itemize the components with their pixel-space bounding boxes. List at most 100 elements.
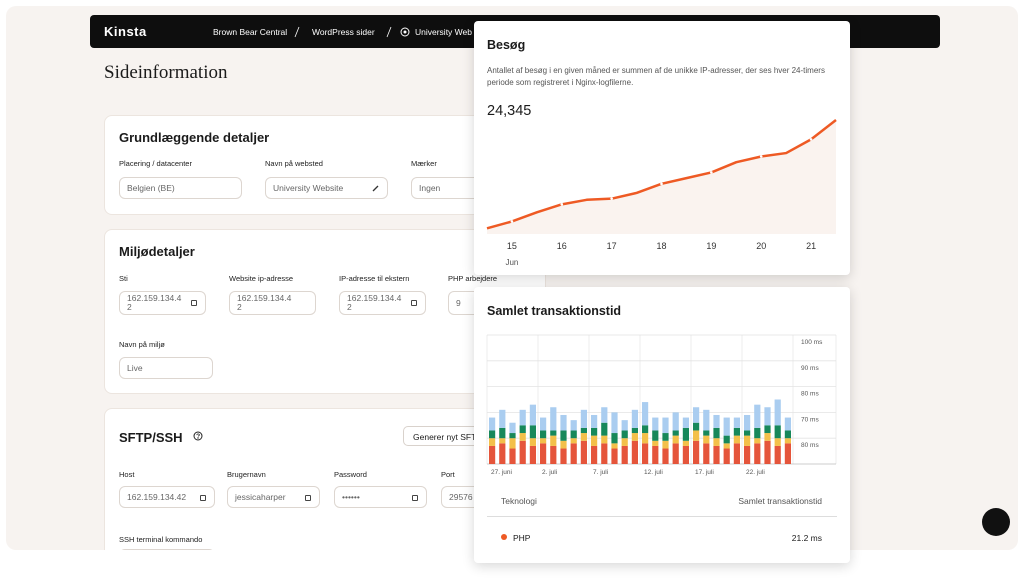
- bar-segment: [754, 438, 761, 444]
- bar-segment: [723, 448, 730, 464]
- input[interactable]: 162.159.134.42: [119, 486, 215, 508]
- x-tick-label: 21: [806, 241, 816, 251]
- input-value: 29576: [449, 492, 473, 502]
- copy-icon[interactable]: [191, 300, 197, 306]
- bar-segment: [631, 440, 638, 464]
- input[interactable]: 162.159.134.42: [339, 291, 426, 315]
- edit-icon[interactable]: [372, 185, 379, 192]
- help-icon[interactable]: [193, 431, 203, 441]
- input[interactable]: ••••••: [334, 486, 427, 508]
- input[interactable]: 162.159.134.42: [229, 291, 316, 315]
- bar-segment: [570, 443, 577, 464]
- bar-segment: [744, 430, 751, 436]
- input[interactable]: Belgien (BE): [119, 177, 242, 199]
- point-marker: [660, 182, 663, 186]
- bar-segment: [489, 445, 496, 464]
- x-tick-label: 2. juli: [542, 469, 557, 476]
- point-marker: [710, 171, 713, 174]
- input[interactable]: jessicaharper: [227, 486, 320, 508]
- table-header: Teknologi: [501, 496, 537, 506]
- input-value: 162.159.134.42: [127, 293, 182, 312]
- breadcrumb[interactable]: WordPress sider: [312, 27, 375, 37]
- input-value: 9: [456, 298, 461, 308]
- bar-segment: [764, 433, 771, 441]
- bar-segment: [529, 404, 536, 426]
- input[interactable]: University Website: [265, 177, 388, 199]
- logo[interactable]: Kinsta: [104, 24, 147, 39]
- bar-segment: [733, 427, 740, 436]
- copy-icon[interactable]: [411, 300, 417, 306]
- bar-segment: [631, 433, 638, 441]
- bar-segment: [744, 414, 751, 431]
- bar-segment: [662, 433, 669, 441]
- panel-title: Besøg: [487, 38, 526, 52]
- copy-icon[interactable]: [305, 495, 311, 501]
- input[interactable]: 162.159.134.42: [119, 291, 206, 315]
- x-tick-label: 20: [756, 241, 766, 251]
- field-label: Password: [334, 470, 367, 479]
- bar-segment: [713, 438, 720, 446]
- bar-segment: [652, 417, 659, 431]
- area: [487, 120, 836, 234]
- field-label: Navn på websted: [265, 159, 323, 168]
- bar-segment: [529, 438, 536, 446]
- x-tick-label: 17: [607, 241, 617, 251]
- field-label: Brugernavn: [227, 470, 266, 479]
- field-label: Placering / datacenter: [119, 159, 192, 168]
- field-label: Port: [441, 470, 455, 479]
- legend-dot: [501, 534, 507, 540]
- bar-segment: [611, 433, 618, 444]
- bar-segment: [570, 438, 577, 444]
- point-marker: [809, 138, 813, 141]
- input-value: 162.159.134.42: [127, 492, 187, 502]
- bar-segment: [774, 445, 781, 464]
- bar-segment: [550, 407, 557, 431]
- panel-title: Samlet transaktionstid: [487, 304, 622, 318]
- bar-segment: [642, 402, 649, 426]
- bar-segment: [601, 435, 608, 444]
- bar-segment: [754, 443, 761, 464]
- bar-segment: [621, 438, 628, 446]
- wordpress-icon: [400, 27, 410, 37]
- x-tick-label: 16: [557, 241, 567, 251]
- bar-segment: [723, 417, 730, 436]
- bar-segment: [580, 440, 587, 464]
- x-tick-label: 22. juli: [746, 469, 765, 476]
- breadcrumb[interactable]: University Web: [415, 27, 472, 37]
- bar-segment: [591, 427, 598, 436]
- input[interactable]: [119, 549, 215, 550]
- breadcrumb-separator: [294, 26, 300, 38]
- bar-segment: [703, 430, 710, 436]
- bar-segment: [519, 425, 526, 434]
- bar-segment: [560, 414, 567, 431]
- card-title: SFTP/SSH: [119, 430, 183, 445]
- bar-segment: [662, 440, 669, 449]
- copy-icon[interactable]: [200, 495, 206, 501]
- x-tick-label: 27. juni: [491, 469, 512, 476]
- table-cell: PHP: [513, 533, 531, 543]
- bar-segment: [682, 445, 689, 464]
- bar-segment: [611, 443, 618, 449]
- copy-icon[interactable]: [412, 495, 418, 501]
- bar-segment: [540, 438, 547, 444]
- input-value: Live: [127, 363, 143, 373]
- x-tick-label: 15: [507, 241, 517, 251]
- bar-segment: [723, 435, 730, 444]
- bar-segment: [489, 430, 496, 439]
- bar-segment: [764, 440, 771, 464]
- bar-segment: [509, 433, 516, 439]
- bar-segment: [621, 445, 628, 464]
- input[interactable]: Live: [119, 357, 213, 379]
- transaction-chart: 100 ms 90 ms 80 ms 70 ms 80 ms 27. juni 2. jul…: [486, 334, 837, 476]
- bar-segment: [621, 430, 628, 439]
- bar-segment: [662, 417, 669, 434]
- bar-segment: [652, 445, 659, 464]
- bar-segment: [744, 435, 751, 446]
- input-value: Belgien (BE): [127, 183, 175, 193]
- y-tick-label: 80 ms: [801, 442, 819, 449]
- chat-button[interactable]: [982, 508, 1010, 536]
- bar-segment: [591, 445, 598, 464]
- input-value: Ingen: [419, 183, 441, 193]
- bar-segment: [754, 404, 761, 428]
- breadcrumb[interactable]: Brown Bear Central: [213, 27, 288, 37]
